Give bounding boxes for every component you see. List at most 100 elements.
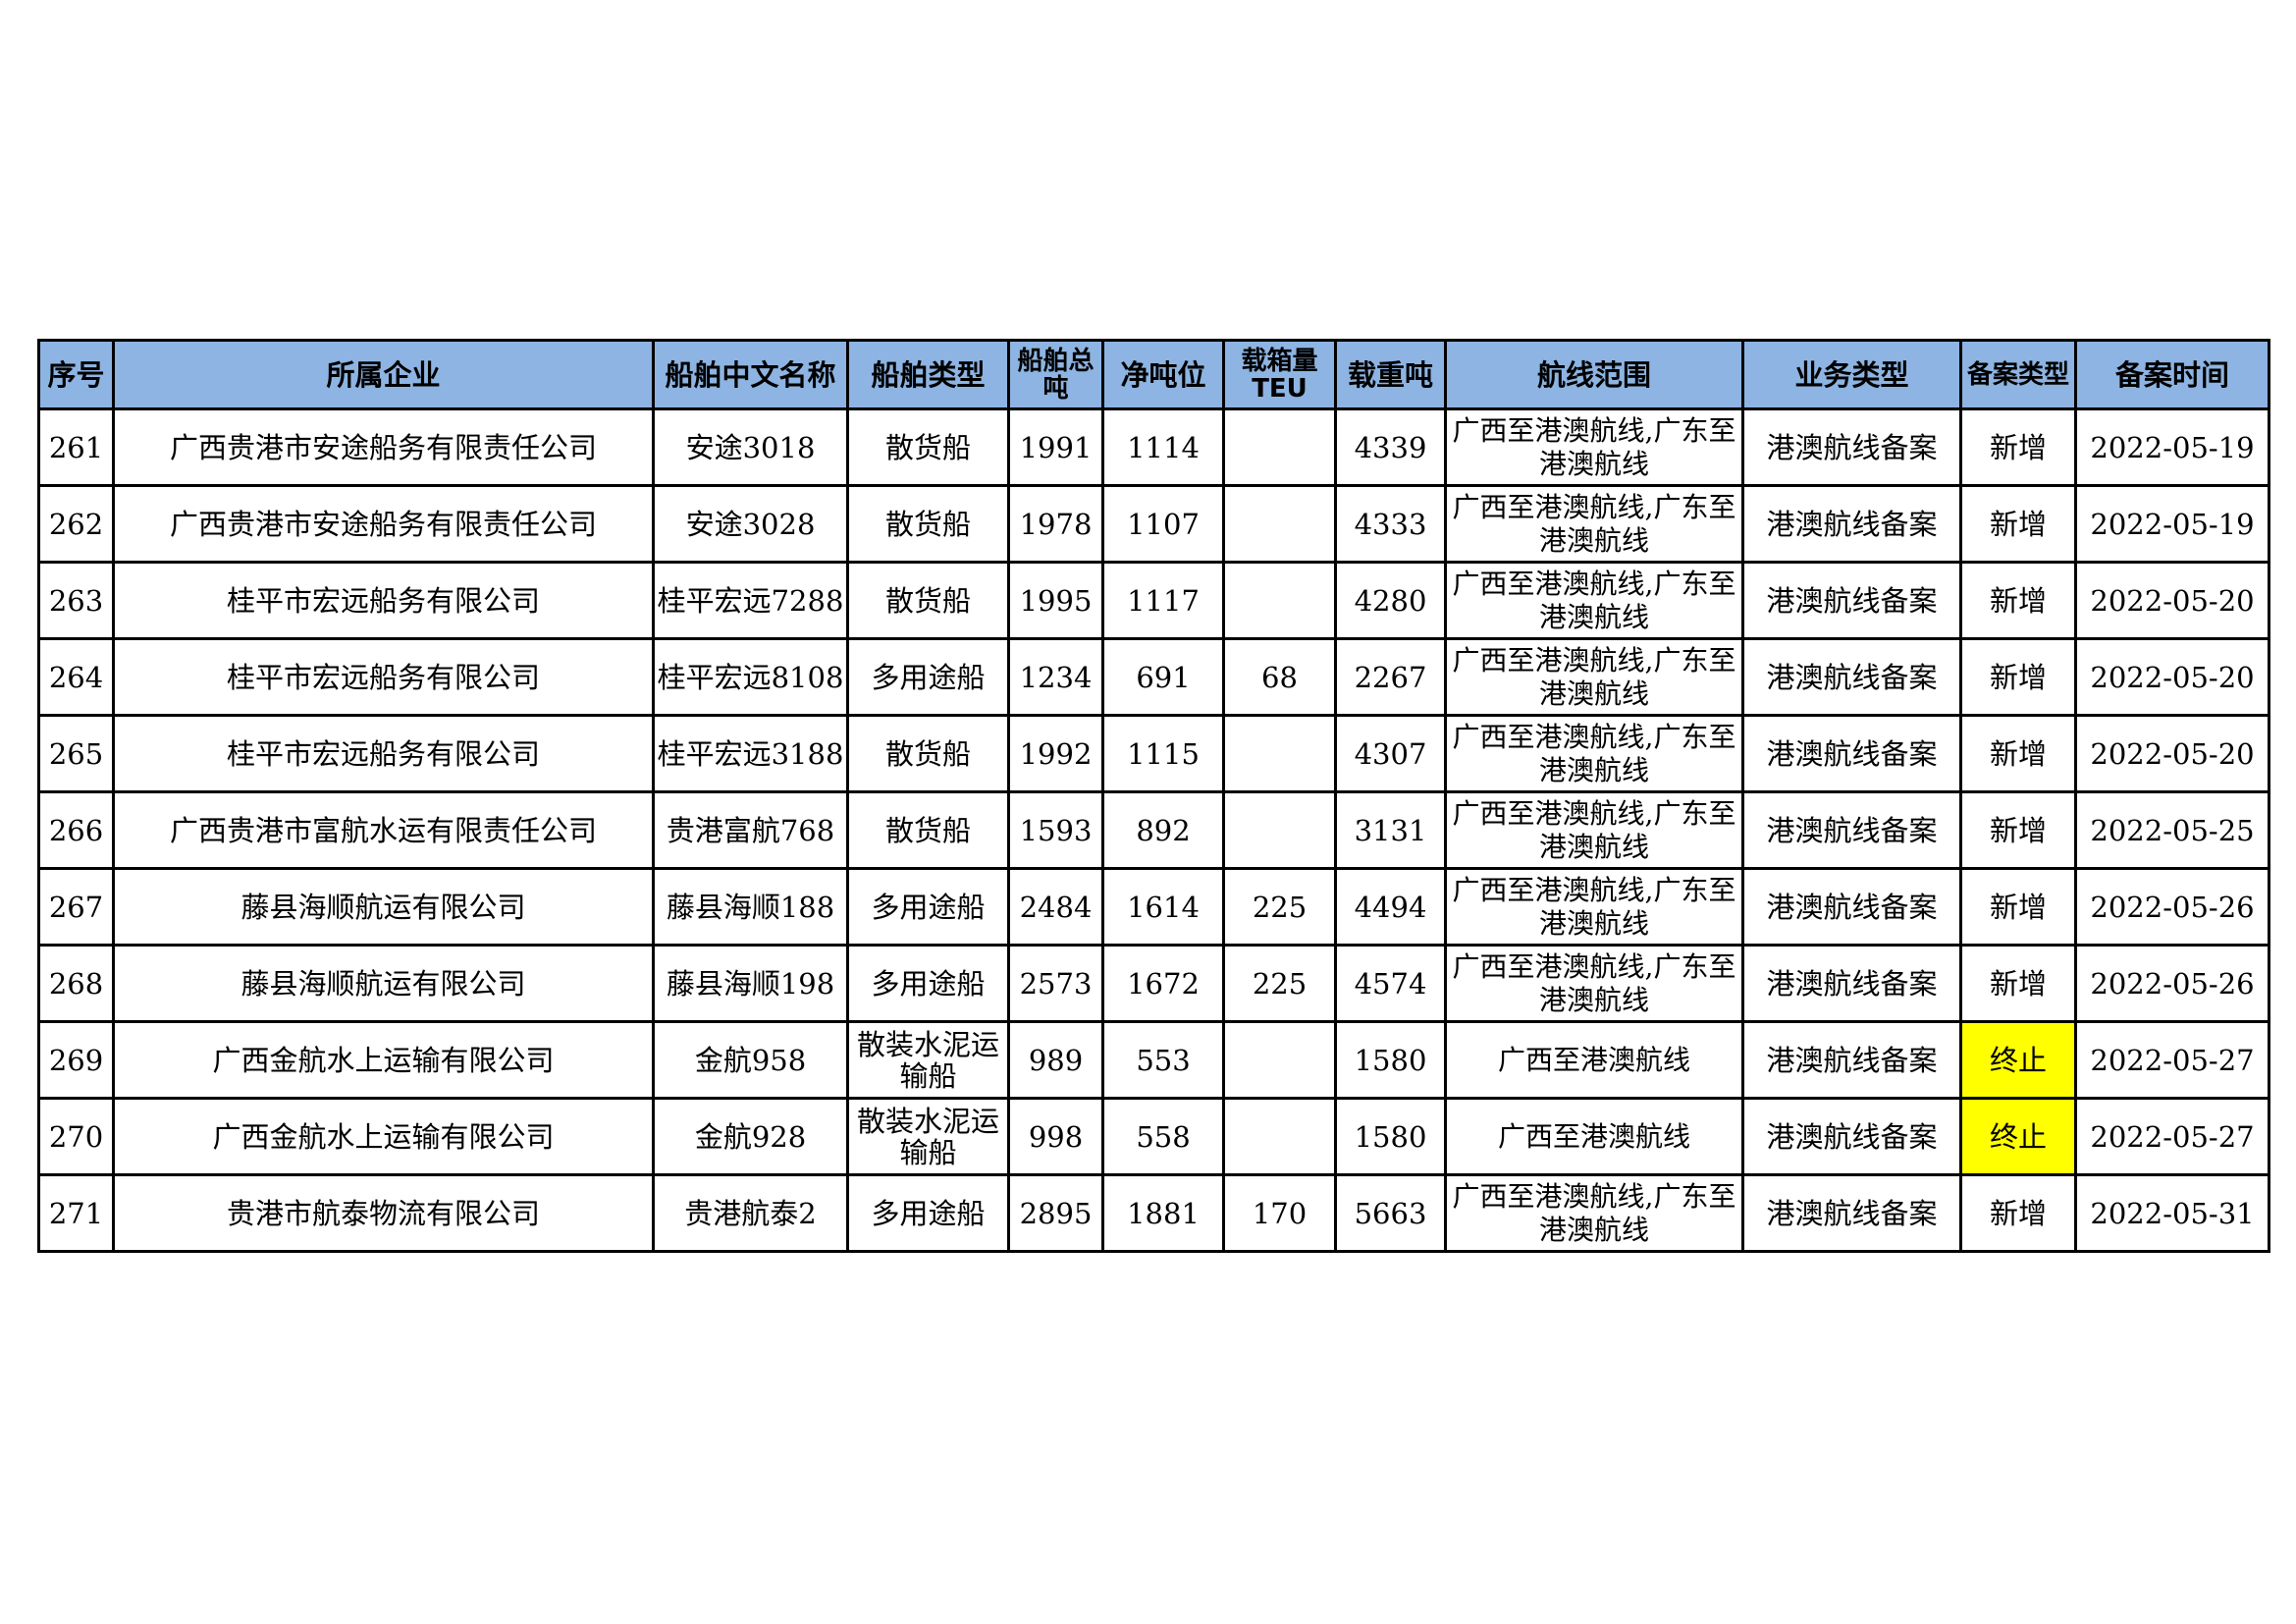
ship-type-cell: 散货船 [846, 561, 1010, 640]
route-scope-cell: 广西至港澳航线,广东至港澳航线 [1444, 790, 1744, 870]
company-name-cell: 广西贵港市富航水运有限责任公司 [112, 790, 655, 870]
row-number-cell: 268 [37, 944, 115, 1023]
row-number-cell: 261 [37, 407, 115, 487]
gross-tonnage-cell: 1992 [1007, 714, 1104, 793]
business-type-cell: 港澳航线备案 [1741, 484, 1962, 564]
row-number-cell: 264 [37, 637, 115, 717]
filing-date-cell: 2022-05-20 [2074, 561, 2270, 640]
deadweight-cell: 5663 [1334, 1173, 1447, 1253]
ship-name-cell: 安途3028 [652, 484, 849, 564]
teu-capacity-cell [1222, 1020, 1337, 1100]
table-row: 262 广西贵港市安途船务有限责任公司 安途3028 散货船 1978 1107 4333 广… [37, 484, 2270, 564]
deadweight-cell: 2267 [1334, 637, 1447, 717]
ship-name-cell: 藤县海顺188 [652, 867, 849, 947]
gross-tonnage-cell: 1991 [1007, 407, 1104, 487]
route-scope-cell: 广西至港澳航线 [1444, 1097, 1744, 1176]
filing-date-cell: 2022-05-27 [2074, 1020, 2270, 1100]
route-scope-cell: 广西至港澳航线,广东至港澳航线 [1444, 561, 1744, 640]
business-type-cell: 港澳航线备案 [1741, 561, 1962, 640]
company-name-cell: 贵港市航泰物流有限公司 [112, 1173, 655, 1253]
filing-type-cell: 新增 [1959, 867, 2077, 947]
route-scope-cell: 广西至港澳航线,广东至港澳航线 [1444, 714, 1744, 793]
row-number-cell: 270 [37, 1097, 115, 1176]
header-filing-type: 备案类型 [1959, 339, 2077, 410]
table-row: 270 广西金航水上运输有限公司 金航928 散装水泥运输船 998 558 1580 广西至… [37, 1097, 2270, 1176]
net-tonnage-cell: 1107 [1101, 484, 1225, 564]
company-name-cell: 桂平市宏远船务有限公司 [112, 561, 655, 640]
filing-type-cell: 新增 [1959, 944, 2077, 1023]
row-number-cell: 262 [37, 484, 115, 564]
table-row: 264 桂平市宏远船务有限公司 桂平宏远8108 多用途船 1234 691 68 2267 广… [37, 637, 2270, 717]
business-type-cell: 港澳航线备案 [1741, 944, 1962, 1023]
header-company: 所属企业 [112, 339, 655, 410]
company-name-cell: 藤县海顺航运有限公司 [112, 944, 655, 1023]
teu-capacity-cell [1222, 714, 1337, 793]
deadweight-cell: 4333 [1334, 484, 1447, 564]
gross-tonnage-cell: 1234 [1007, 637, 1104, 717]
table-row: 269 广西金航水上运输有限公司 金航958 散装水泥运输船 989 553 1580 广西至… [37, 1020, 2270, 1100]
header-route: 航线范围 [1444, 339, 1744, 410]
company-name-cell: 广西贵港市安途船务有限责任公司 [112, 407, 655, 487]
header-no: 序号 [37, 339, 115, 410]
company-name-cell: 藤县海顺航运有限公司 [112, 867, 655, 947]
header-dwt: 载重吨 [1334, 339, 1447, 410]
filing-type-cell: 新增 [1959, 790, 2077, 870]
filing-date-cell: 2022-05-20 [2074, 714, 2270, 793]
filing-type-cell: 终止 [1959, 1020, 2077, 1100]
ship-name-cell: 桂平宏远8108 [652, 637, 849, 717]
ship-type-cell: 散货船 [846, 790, 1010, 870]
table-row: 267 藤县海顺航运有限公司 藤县海顺188 多用途船 2484 1614 225 4494 广… [37, 867, 2270, 947]
ship-name-cell: 藤县海顺198 [652, 944, 849, 1023]
business-type-cell: 港澳航线备案 [1741, 1173, 1962, 1253]
net-tonnage-cell: 691 [1101, 637, 1225, 717]
gross-tonnage-cell: 2895 [1007, 1173, 1104, 1253]
company-name-cell: 桂平市宏远船务有限公司 [112, 637, 655, 717]
filing-date-cell: 2022-05-26 [2074, 944, 2270, 1023]
ship-name-cell: 桂平宏远3188 [652, 714, 849, 793]
table-row: 263 桂平市宏远船务有限公司 桂平宏远7288 散货船 1995 1117 4280 广西至… [37, 561, 2270, 640]
row-number-cell: 263 [37, 561, 115, 640]
row-number-cell: 269 [37, 1020, 115, 1100]
header-row: 序号 所属企业 船舶中文名称 船舶类型 船舶总吨 净吨位 载箱量TEU 载重吨 … [37, 339, 2270, 410]
ship-type-cell: 散货船 [846, 484, 1010, 564]
teu-capacity-cell: 68 [1222, 637, 1337, 717]
route-scope-cell: 广西至港澳航线,广东至港澳航线 [1444, 637, 1744, 717]
filing-date-cell: 2022-05-27 [2074, 1097, 2270, 1176]
table-row: 261 广西贵港市安途船务有限责任公司 安途3018 散货船 1991 1114 4339 广… [37, 407, 2270, 487]
teu-capacity-cell: 170 [1222, 1173, 1337, 1253]
filing-type-cell: 新增 [1959, 561, 2077, 640]
teu-capacity-cell [1222, 1097, 1337, 1176]
company-name-cell: 桂平市宏远船务有限公司 [112, 714, 655, 793]
deadweight-cell: 1580 [1334, 1020, 1447, 1100]
ship-name-cell: 安途3018 [652, 407, 849, 487]
ship-type-cell: 散装水泥运输船 [846, 1020, 1010, 1100]
net-tonnage-cell: 1672 [1101, 944, 1225, 1023]
business-type-cell: 港澳航线备案 [1741, 714, 1962, 793]
company-name-cell: 广西金航水上运输有限公司 [112, 1020, 655, 1100]
filing-type-cell: 新增 [1959, 714, 2077, 793]
row-number-cell: 265 [37, 714, 115, 793]
gross-tonnage-cell: 2573 [1007, 944, 1104, 1023]
business-type-cell: 港澳航线备案 [1741, 867, 1962, 947]
table-row: 266 广西贵港市富航水运有限责任公司 贵港富航768 散货船 1593 892 3131 广… [37, 790, 2270, 870]
business-type-cell: 港澳航线备案 [1741, 1020, 1962, 1100]
route-scope-cell: 广西至港澳航线 [1444, 1020, 1744, 1100]
ship-type-cell: 散货船 [846, 407, 1010, 487]
filing-type-cell: 新增 [1959, 637, 2077, 717]
filing-type-cell: 新增 [1959, 484, 2077, 564]
filing-date-cell: 2022-05-19 [2074, 484, 2270, 564]
deadweight-cell: 4339 [1334, 407, 1447, 487]
header-ship-type: 船舶类型 [846, 339, 1010, 410]
header-filing-date: 备案时间 [2074, 339, 2270, 410]
net-tonnage-cell: 558 [1101, 1097, 1225, 1176]
business-type-cell: 港澳航线备案 [1741, 637, 1962, 717]
header-ship-name: 船舶中文名称 [652, 339, 849, 410]
row-number-cell: 267 [37, 867, 115, 947]
net-tonnage-cell: 892 [1101, 790, 1225, 870]
net-tonnage-cell: 1117 [1101, 561, 1225, 640]
route-scope-cell: 广西至港澳航线,广东至港澳航线 [1444, 407, 1744, 487]
ship-name-cell: 金航958 [652, 1020, 849, 1100]
filing-date-cell: 2022-05-25 [2074, 790, 2270, 870]
ship-type-cell: 散装水泥运输船 [846, 1097, 1010, 1176]
ship-name-cell: 贵港航泰2 [652, 1173, 849, 1253]
